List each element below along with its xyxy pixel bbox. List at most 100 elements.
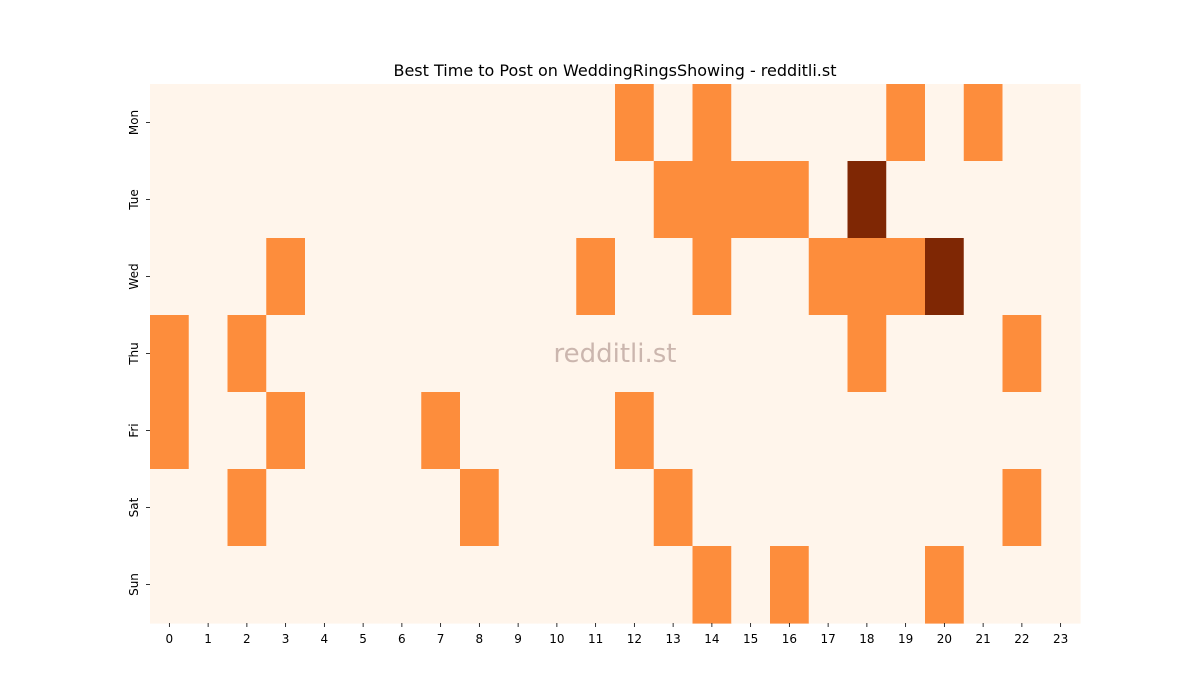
heatmap-cell [653,546,694,624]
heatmap-cell [150,546,190,624]
heatmap-cell [305,238,345,316]
watermark-text: redditli.st [554,339,677,369]
heatmap-cell [537,161,577,239]
heatmap-cell [963,238,1004,316]
heatmap-cell [1002,84,1042,162]
heatmap-cell [1041,546,1081,624]
heatmap-cell [537,84,577,162]
x-tick-label: 22 [1014,632,1029,646]
heatmap-cell [886,546,926,624]
heatmap-cell [382,469,422,547]
y-axis: Mon Tue Wed Thu Fri Sat Sun [127,110,150,596]
heatmap-cell [150,238,190,316]
heatmap-cell [150,161,190,239]
heatmap-cell [963,469,1004,547]
heatmap-cell [1041,238,1081,316]
heatmap-cell [150,84,190,162]
heatmap-cell [460,392,500,470]
heatmap-cell [615,469,655,547]
heatmap-cell [615,546,655,624]
heatmap-cell [1002,546,1042,624]
heatmap-cell [808,84,849,162]
heatmap-cell [963,315,1004,393]
x-axis: 0 1 2 3 4 5 6 7 8 9 10 11 12 13 14 15 16 17 18 19 20 21 22 23 [166,623,1068,646]
heatmap-cell [227,546,267,624]
heatmap-cell [692,315,732,393]
y-tick-label: Sun [127,573,141,596]
x-tick-label: 4 [321,632,329,646]
heatmap-cell [808,238,849,316]
heatmap-cell [808,392,849,470]
heatmap-cell [731,161,771,239]
heatmap-cell [421,392,461,470]
heatmap-cell [498,315,539,393]
y-tick-label: Tue [127,189,141,211]
heatmap-cell [537,546,577,624]
heatmap-cell [305,469,345,547]
heatmap-cell [653,392,694,470]
heatmap-cell [460,546,500,624]
heatmap-cell [847,238,887,316]
heatmap-cell [925,469,965,547]
heatmap-cell [576,84,616,162]
heatmap-cell [343,161,384,239]
heatmap-cell [305,546,345,624]
heatmap-cell [808,469,849,547]
heatmap-cell [227,84,267,162]
heatmap-cell [615,392,655,470]
heatmap-cell [886,238,926,316]
chart-title: Best Time to Post on WeddingRingsShowing… [393,61,836,80]
heatmap-cell [808,161,849,239]
heatmap-cell [227,238,267,316]
heatmap-cell [731,84,771,162]
heatmap-cell [925,546,965,624]
heatmap-cell [731,238,771,316]
heatmap-cell [343,392,384,470]
heatmap-cell [343,315,384,393]
heatmap-cell [150,315,190,393]
heatmap-cell [537,238,577,316]
heatmap-cell [305,161,345,239]
heatmap-cell [460,161,500,239]
heatmap-cell [847,315,887,393]
x-tick-label: 3 [282,632,290,646]
heatmap-cell [1041,392,1081,470]
heatmap-cell [382,315,422,393]
heatmap-cell [770,392,810,470]
x-tick-label: 13 [665,632,680,646]
heatmap-cell [266,392,306,470]
heatmap-cell [343,84,384,162]
heatmap-cell [963,392,1004,470]
heatmap-cell [382,238,422,316]
heatmap-cell [770,546,810,624]
heatmap-cell [498,469,539,547]
x-tick-label: 5 [359,632,367,646]
heatmap-cell [305,392,345,470]
heatmap-cell [1002,392,1042,470]
heatmap-cell [963,546,1004,624]
heatmap-cell [692,84,732,162]
heatmap-cell [150,392,190,470]
x-tick-label: 0 [166,632,174,646]
heatmap-cell [1002,469,1042,547]
heatmap-cell [925,392,965,470]
heatmap-cell [692,392,732,470]
heatmap-cell [731,546,771,624]
heatmap-cell [421,161,461,239]
heatmap-cell [460,84,500,162]
heatmap-cell [266,469,306,547]
heatmap-cell [1041,315,1081,393]
heatmap-cell [692,161,732,239]
x-tick-label: 16 [782,632,797,646]
heatmap-cell [653,161,694,239]
heatmap-cell [227,315,267,393]
heatmap-cell [653,238,694,316]
heatmap-cell [421,469,461,547]
heatmap-cell [925,161,965,239]
heatmap-cell [886,84,926,162]
heatmap-cell [188,238,229,316]
heatmap-cell [188,161,229,239]
heatmap-cell [382,546,422,624]
heatmap-cell [886,161,926,239]
